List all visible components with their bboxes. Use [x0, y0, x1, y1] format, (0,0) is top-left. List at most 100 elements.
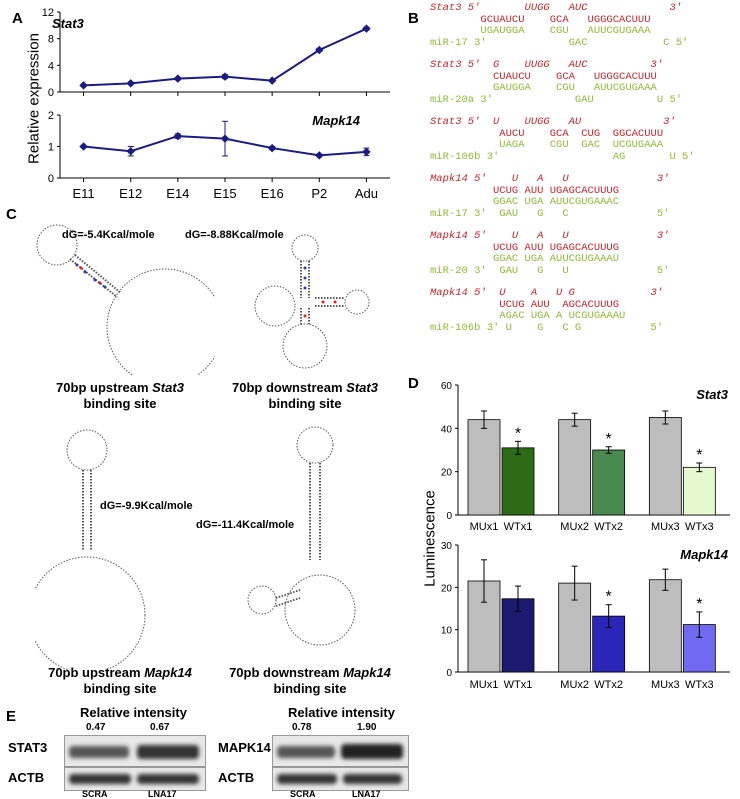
x-tick-label: WTx3: [685, 679, 714, 691]
y-tick-label: 0: [48, 173, 54, 185]
series-title: Stat3: [696, 387, 729, 402]
bar: [558, 419, 592, 516]
x-tick-label: WTx3: [685, 521, 714, 533]
panel-e-label: E: [6, 708, 17, 725]
bar: [467, 419, 501, 516]
sequence-line: GGAC UGA AUUCGUGAAAC: [430, 196, 620, 208]
sequence-line: UCUG AUU UGAGCACUUUG: [430, 184, 620, 197]
y-tick-label: 0: [446, 511, 452, 522]
series-title: Stat3: [52, 16, 85, 31]
x-tick-label: WTx2: [594, 521, 623, 533]
blot-right-actb: [272, 767, 409, 791]
caption-3: 70pb upstream Mapk14 binding site: [48, 665, 192, 696]
sequence-line: Mapk14 5' U A U 3': [430, 173, 670, 185]
x-tick-label: E14: [166, 186, 189, 201]
rna-structure-1-icon: [36, 224, 215, 375]
dg-value-4: dG=-11.4Kcal/mole: [196, 519, 295, 531]
blot-right-mapk14: [272, 735, 409, 767]
panel-b-label: B: [408, 10, 419, 27]
blot-right-row2: ACTB: [218, 770, 255, 785]
data-point: [362, 24, 371, 33]
significance-star: *: [606, 589, 612, 606]
x-tick-label: MUx2: [560, 521, 589, 533]
data-point: [79, 81, 88, 90]
series-title: Mapk14: [312, 113, 360, 128]
y-tick-label: 20: [441, 583, 453, 594]
series-title: Mapk14: [680, 547, 728, 562]
x-tick-label: Adu: [355, 186, 378, 201]
y-tick-label: 0: [48, 87, 54, 99]
rna-structure-4-icon: [247, 426, 356, 646]
sequence-line: miR-20 3' GAU G U 5': [430, 264, 670, 277]
sequence-line: GGAC UGA AUUCGUGAAAU: [430, 253, 620, 265]
data-point: [220, 134, 230, 143]
blot-left-header: Relative intensity: [80, 705, 187, 720]
x-tick-label: MUx3: [651, 521, 680, 533]
x-tick-label: P2: [311, 186, 327, 201]
significance-star: *: [515, 425, 521, 442]
sequence-line: Stat3 5' U UUGG AU 3': [430, 116, 676, 128]
x-tick-label: E12: [119, 186, 142, 201]
sequence-line: UAGA CGU GAC UCGUGAAA: [430, 139, 664, 151]
data-point: [315, 45, 324, 55]
blot-right-val-1: 0.78: [292, 722, 312, 733]
y-tick-label: 4: [48, 60, 54, 72]
x-tick-label: MUx1: [470, 679, 499, 691]
data-point: [126, 79, 135, 88]
y-tick-label: 1: [48, 142, 54, 154]
data-point: [173, 74, 183, 83]
x-tick-label: WTx1: [504, 679, 533, 691]
significance-star: *: [606, 431, 612, 448]
blot-left-row2: ACTB: [8, 770, 45, 785]
blot-right-row1: MAPK14: [218, 740, 271, 755]
blot-left-row1: STAT3: [8, 740, 48, 755]
rna-structure-2-icon: [254, 234, 370, 369]
significance-star: *: [696, 596, 702, 613]
sequence-line: miR-17 3' GAU G C 5': [430, 207, 670, 220]
sequence-line: GAUGGA CGU AUUCGUGAAA: [430, 82, 657, 94]
panel-a-label: A: [12, 10, 23, 27]
blot-right-lane-1: SCRA: [290, 789, 316, 799]
y-tick-label: 0: [446, 668, 452, 679]
blot-left-actb: [64, 767, 206, 791]
sequence-line: GCUAUCU GCA UGGGCACUUU: [430, 13, 651, 26]
blot-right-header: Relative intensity: [288, 705, 395, 720]
blot-left-val-1: 0.47: [86, 722, 106, 733]
blot-left-val-2: 0.67: [150, 722, 170, 733]
panel-d-label: D: [408, 375, 419, 392]
caption-1: 70bp upstream Stat3 binding site: [56, 380, 184, 411]
blot-left-lane-2: LNA17: [148, 789, 177, 799]
data-point: [220, 72, 230, 81]
panel-c-label: C: [6, 206, 17, 223]
sequence-line: Stat3 5' G UUGG AUC 3': [430, 59, 664, 71]
sequence-line: miR-17 3' GAC C 5': [430, 36, 689, 49]
data-point: [267, 76, 277, 85]
data-point: [79, 142, 88, 151]
x-tick-label: MUx1: [470, 521, 499, 533]
bar: [682, 466, 716, 516]
sequence-line: miR-20a 3' GAU U 5': [430, 93, 683, 106]
data-point: [315, 151, 324, 160]
sequence-line: UGAUGGA CGU AUUCGUGAAA: [430, 25, 651, 37]
data-point: [126, 146, 135, 156]
dg-value-3: dG=-9.9Kcal/mole: [100, 500, 193, 512]
data-point: [362, 147, 371, 157]
caption-2: 70bp downstream Stat3 binding site: [232, 380, 378, 411]
bar: [648, 417, 682, 516]
significance-star: *: [696, 447, 702, 464]
x-tick-label: MUx3: [651, 679, 680, 691]
panel-d-chart: 0 20 40 60 MUx1 * WTx1 MUx2 * WTx2 MUx3 * WTx3 Stat3 0…: [441, 381, 730, 691]
dg-value-2: dG=-8.88Kcal/mole: [185, 229, 284, 241]
sequence-line: UCUG AUU UGAGCACUUUG: [430, 241, 620, 254]
sequence-line: Mapk14 5' U A U 3': [430, 230, 670, 242]
y-tick-label: 8: [48, 34, 54, 46]
x-tick-label: MUx2: [560, 679, 589, 691]
sequence-line: AGAC UGA A UCGUGAAAU: [430, 310, 626, 322]
bar: [648, 579, 682, 673]
bar: [592, 449, 626, 516]
dg-value-1: dG=-5.4Kcal/mole: [62, 229, 155, 241]
sequence-line: CUAUCU GCA UGGGCACUUU: [430, 70, 657, 83]
y-tick-label: 30: [441, 541, 453, 552]
blot-left-lane-1: SCRA: [82, 789, 108, 799]
